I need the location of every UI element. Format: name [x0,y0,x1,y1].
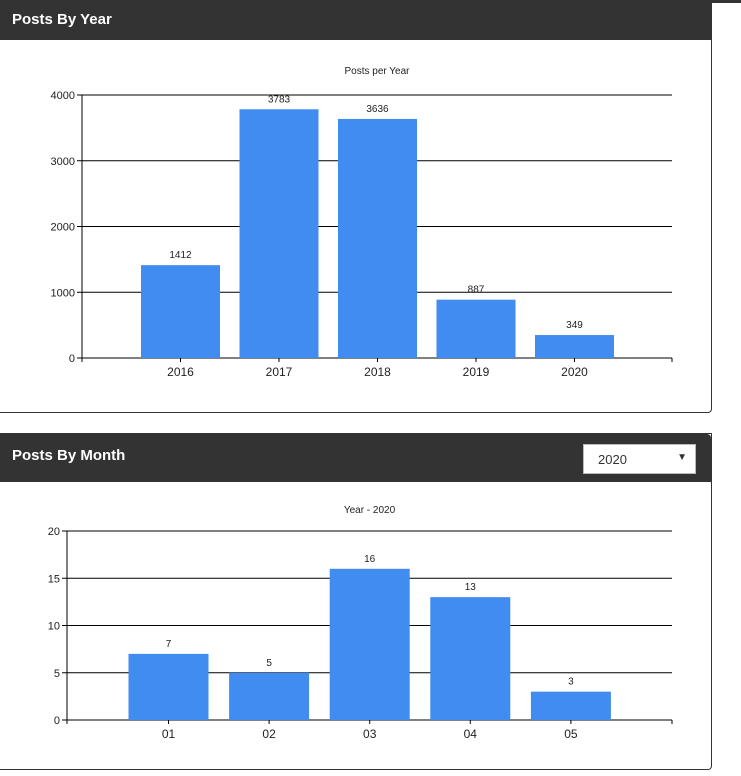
top-border-line [0,0,741,3]
panel-title: Posts By Month [12,447,126,464]
data-label: 3 [568,677,574,688]
x-tick-label: 03 [363,727,377,741]
bar [535,335,614,358]
panel-header: Posts By Year [0,3,711,40]
y-tick-label: 0 [69,353,75,365]
data-label: 887 [468,285,485,296]
data-label: 7 [166,639,172,650]
y-tick-label: 20 [48,526,60,538]
data-label: 3783 [268,94,291,105]
x-tick-label: 04 [464,727,478,741]
bar [338,118,417,358]
year-select-value: 2020 [598,452,627,467]
bar [239,109,319,358]
x-tick-label: 05 [564,727,578,741]
posts-per-year-chart: Posts per Year 0 1000 2000 3000 4000 1412 2016 3… [51,66,673,379]
chart-title: Year - 2020 [344,505,396,516]
y-tick-label: 0 [54,715,60,727]
x-tick-label: 2019 [463,365,490,379]
x-tick-label: 2018 [364,365,391,379]
y-tick-label: 1000 [51,287,75,299]
bar [141,265,220,358]
data-label: 1412 [169,250,192,261]
x-tick-label: 2016 [167,365,194,379]
data-label: 5 [266,658,272,669]
bar [530,691,611,720]
y-tick-label: 3000 [51,156,75,168]
panel-header: Posts By Month 2020 ▼ [0,434,711,482]
x-tick-label: 02 [262,727,276,741]
x-tick-label: 01 [162,727,176,741]
data-label: 349 [566,320,583,331]
y-tick-label: 15 [48,573,60,585]
x-tick-label: 2017 [266,365,293,379]
bar [229,672,310,720]
y-tick-label: 4000 [51,90,75,102]
data-label: 3636 [366,104,389,115]
y-tick-label: 10 [48,621,60,633]
bar [430,597,511,720]
bar [128,653,209,720]
x-tick-label: 2020 [561,365,588,379]
bar [436,299,516,358]
y-tick-label: 2000 [51,222,75,234]
chevron-down-icon: ▼ [677,452,687,463]
panel-title: Posts By Year [12,11,112,28]
data-label: 16 [364,554,376,565]
data-label: 13 [465,582,477,593]
chart-title: Posts per Year [344,66,410,77]
year-select[interactable]: 2020 ▼ [583,444,696,474]
bar [329,568,410,720]
y-tick-label: 5 [54,668,60,680]
